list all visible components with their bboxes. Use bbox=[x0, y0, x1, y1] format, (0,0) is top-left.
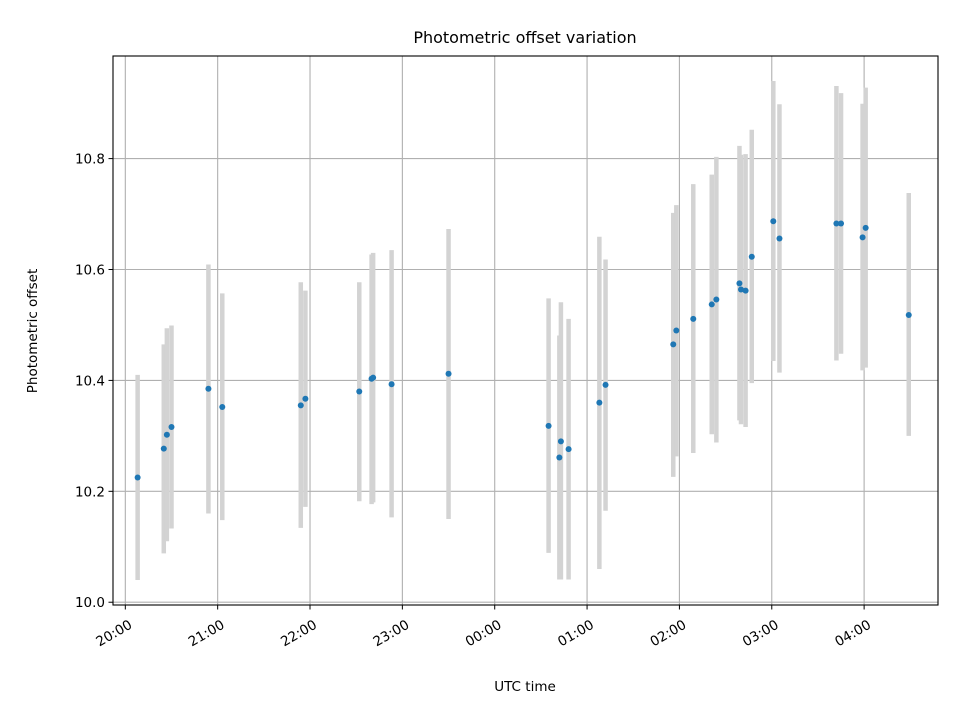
y-tick-label: 10.6 bbox=[75, 263, 105, 279]
chart-title: Photometric offset variation bbox=[413, 28, 636, 47]
data-point bbox=[163, 431, 170, 438]
data-point bbox=[557, 438, 564, 445]
data-point bbox=[776, 235, 783, 242]
data-point bbox=[690, 315, 697, 322]
data-point bbox=[219, 404, 226, 411]
data-point bbox=[736, 280, 743, 287]
data-point bbox=[770, 218, 777, 225]
data-point bbox=[713, 296, 720, 303]
y-tick-label: 10.8 bbox=[75, 152, 105, 168]
data-point bbox=[905, 311, 912, 318]
data-point bbox=[205, 385, 212, 392]
data-point bbox=[670, 341, 677, 348]
data-point bbox=[556, 454, 563, 461]
data-point bbox=[545, 422, 552, 429]
y-tick-label: 10.0 bbox=[75, 595, 105, 611]
data-point bbox=[168, 423, 175, 430]
data-point bbox=[302, 395, 309, 402]
data-point bbox=[708, 301, 715, 308]
data-point bbox=[838, 220, 845, 227]
y-tick-label: 10.2 bbox=[75, 484, 105, 500]
data-point bbox=[596, 399, 603, 406]
grid bbox=[113, 56, 938, 605]
data-point bbox=[370, 374, 377, 381]
data-point bbox=[445, 370, 452, 377]
data-point bbox=[388, 381, 395, 388]
data-point bbox=[859, 234, 866, 241]
data-point bbox=[833, 220, 840, 227]
y-axis-label: Photometric offset bbox=[25, 269, 41, 393]
y-axis-ticks: 10.0 10.2 10.4 10.6 10.8 bbox=[75, 152, 113, 611]
data-point bbox=[134, 474, 141, 481]
data-points bbox=[134, 218, 912, 481]
data-point bbox=[565, 446, 572, 453]
y-tick-label: 10.4 bbox=[75, 373, 105, 389]
data-point bbox=[356, 388, 363, 395]
plot-frame bbox=[112, 55, 939, 606]
data-point bbox=[748, 253, 755, 260]
data-point bbox=[673, 327, 680, 334]
data-point bbox=[737, 286, 744, 293]
data-point bbox=[862, 224, 869, 231]
data-point bbox=[742, 287, 749, 294]
x-axis-label: UTC time bbox=[494, 679, 556, 695]
data-point bbox=[602, 381, 609, 388]
data-point bbox=[297, 402, 304, 409]
data-point bbox=[160, 445, 167, 452]
